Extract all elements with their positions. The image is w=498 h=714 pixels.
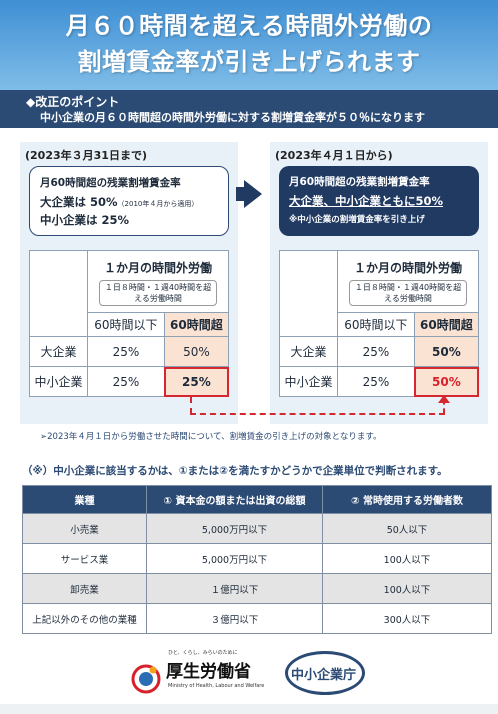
after-rate-table: １か月の時間外労働 １日８時間・１週40時間を超える労働時間 60時間以下 60… [279,250,480,397]
sme-agency-name: 中小企業庁 [291,668,357,683]
after-table-header: １か月の時間外労働 １日８時間・１週40時間を超える労働時間 [337,250,479,313]
criteria-cell-employees: 300人以下 [322,603,492,634]
criteria-cell-industry: サービス業 [22,543,147,574]
before-info-small: 中小企業は 25% [40,213,130,227]
dashed-connector-up [443,399,445,414]
before-table-subtitle: １日８時間・１週40時間を超える労働時間 [99,280,217,306]
before-small-under: 25% [87,366,165,397]
mhlw-tagline: ひと、くらし、みらいのために [168,650,238,656]
sme-agency-logo [285,651,365,695]
before-info-large-text: 大企業は 50% [40,195,118,209]
criteria-cell-capital: 5,000万円以下 [146,513,323,544]
criteria-header-employees: ② 常時使用する労働者数 [322,485,492,514]
mhlw-english-name: Ministry of Health, Labour and Welfare [168,683,265,689]
revision-point-body: 中小企業の月６０時間超の時間外労働に対する割増賃金率が５０％になります [40,111,425,124]
after-info-title: 月60時間超の残業割増賃金率 [289,176,430,188]
after-info-note: ※中小企業の割増賃金率を引き上げ [289,215,425,225]
after-info-box: 月60時間超の残業割増賃金率 大企業、中小企業ともに50% ※中小企業の割増賃金… [279,166,479,236]
criteria-cell-capital: １億円以下 [146,573,323,604]
right-arrow-icon [244,180,262,208]
after-info-main: 大企業、中小企業ともに50% [289,194,444,208]
before-col-over: 60時間超 [163,312,230,337]
before-info-title: 月60時間超の残業割増賃金率 [40,177,181,189]
criteria-cell-employees: 50人以下 [322,513,492,544]
footer [0,638,498,714]
criteria-cell-industry: 小売業 [22,513,147,544]
hero-title-line-1: 月６０時間を超える時間外労働の [65,12,433,40]
hero-banner: 月６０時間を超える時間外労働の 割増賃金率が引き上げられます [0,0,498,90]
before-small-over: 25% [163,366,230,397]
after-date: (2023年４月１日から) [275,149,393,162]
before-large-over: 50% [163,336,230,367]
criteria-header-industry: 業種 [22,485,147,514]
after-table-title: １か月の時間外労働 [353,261,462,275]
effective-date-note: ➢2023年４月１日から労働させた時間について、割増賃金の引き上げの対象となりま… [40,432,382,442]
before-row-large: 大企業 [29,336,88,367]
before-table-title: １か月の時間外労働 [103,261,212,275]
revision-point-title: ◆改正のポイント [26,95,120,109]
criteria-header-row: 業種 ① 資本金の額または出資の総額 ② 常時使用する労働者数 [22,485,492,514]
before-col-under: 60時間以下 [87,312,165,337]
mhlw-name: 厚生労働省 [166,662,251,682]
sme-criteria-note: （※）中小企業に該当するかは、①または②を満たすかどうかで企業単位で判断されます… [22,465,448,477]
hero-title-line-2: 割増賃金率が引き上げられます [77,48,421,76]
after-large-over: 50% [413,336,480,367]
table-row: サービス業 5,000万円以下 100人以下 [22,543,492,574]
after-table-corner [279,250,338,337]
criteria-cell-capital: 5,000万円以下 [146,543,323,574]
criteria-cell-capital: ３億円以下 [146,603,323,634]
dashed-connector-down [190,397,192,414]
before-row-small: 中小企業 [29,366,88,397]
after-small-under: 25% [337,366,415,397]
bottom-strip [0,704,498,714]
criteria-cell-industry: 上記以外のその他の業種 [22,603,147,634]
before-table-corner [29,250,88,337]
after-small-over: 50% [413,366,480,397]
after-col-over: 60時間超 [413,312,480,337]
mhlw-logo-icon [131,664,161,694]
before-large-under: 25% [87,336,165,367]
after-row-large: 大企業 [279,336,338,367]
arrow-up-icon [438,395,450,403]
before-info-large-note: （2010年４月から適用） [117,200,199,208]
before-rate-table: １か月の時間外労働 １日８時間・１週40時間を超える労働時間 60時間以下 60… [29,250,230,397]
criteria-cell-industry: 卸売業 [22,573,147,604]
sme-criteria-table: 業種 ① 資本金の額または出資の総額 ② 常時使用する労働者数 小売業 5,00… [22,485,492,634]
criteria-cell-employees: 100人以下 [322,573,492,604]
before-panel: (2023年３月31日まで) 月60時間超の残業割増賃金率 大企業は 50%（2… [20,142,238,424]
table-row: 卸売業 １億円以下 100人以下 [22,573,492,604]
table-row: 小売業 5,000万円以下 50人以下 [22,513,492,544]
after-large-under: 25% [337,336,415,367]
criteria-header-capital: ① 資本金の額または出資の総額 [146,485,323,514]
before-info-large: 大企業は 50%（2010年４月から適用） [40,194,218,210]
table-row: 上記以外のその他の業種 ３億円以下 300人以下 [22,603,492,634]
after-panel: (2023年４月１日から) 月60時間超の残業割増賃金率 大企業、中小企業ともに… [270,142,488,424]
after-table-subtitle: １日８時間・１週40時間を超える労働時間 [349,280,467,306]
before-table-header: １か月の時間外労働 １日８時間・１週40時間を超える労働時間 [87,250,229,313]
after-row-small: 中小企業 [279,366,338,397]
revision-point-band: ◆改正のポイント 中小企業の月６０時間超の時間外労働に対する割増賃金率が５０％に… [0,90,498,128]
before-date: (2023年３月31日まで) [25,149,147,162]
after-col-under: 60時間以下 [337,312,415,337]
before-info-box: 月60時間超の残業割増賃金率 大企業は 50%（2010年４月から適用） 中小企… [29,166,229,236]
dashed-connector-across [190,413,445,415]
criteria-cell-employees: 100人以下 [322,543,492,574]
arrow-stem [236,187,246,201]
